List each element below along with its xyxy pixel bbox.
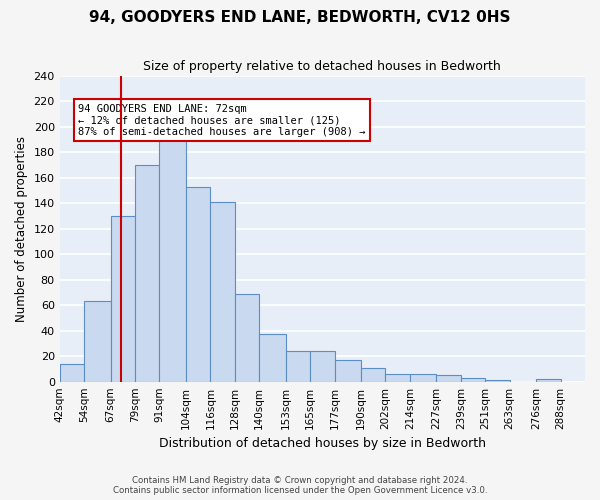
Bar — [160, 126, 186, 382]
Bar — [259, 334, 286, 382]
Bar — [59, 364, 84, 382]
Bar — [211, 202, 235, 382]
Bar — [361, 368, 385, 382]
Text: 94, GOODYERS END LANE, BEDWORTH, CV12 0HS: 94, GOODYERS END LANE, BEDWORTH, CV12 0H… — [89, 10, 511, 25]
Bar — [385, 374, 410, 382]
Bar — [536, 379, 560, 382]
Y-axis label: Number of detached properties: Number of detached properties — [15, 136, 28, 322]
X-axis label: Distribution of detached houses by size in Bedworth: Distribution of detached houses by size … — [159, 437, 486, 450]
Bar — [335, 360, 361, 382]
Bar — [84, 302, 110, 382]
Title: Size of property relative to detached houses in Bedworth: Size of property relative to detached ho… — [143, 60, 501, 73]
Bar — [286, 351, 310, 382]
Bar — [235, 294, 259, 382]
Bar — [485, 380, 509, 382]
Bar — [436, 376, 461, 382]
Bar — [461, 378, 485, 382]
Bar — [186, 186, 211, 382]
Bar — [135, 165, 160, 382]
Bar — [310, 351, 335, 382]
Bar — [410, 374, 436, 382]
Bar — [110, 216, 135, 382]
Text: 94 GOODYERS END LANE: 72sqm
← 12% of detached houses are smaller (125)
87% of se: 94 GOODYERS END LANE: 72sqm ← 12% of det… — [78, 104, 365, 137]
Text: Contains HM Land Registry data © Crown copyright and database right 2024.
Contai: Contains HM Land Registry data © Crown c… — [113, 476, 487, 495]
